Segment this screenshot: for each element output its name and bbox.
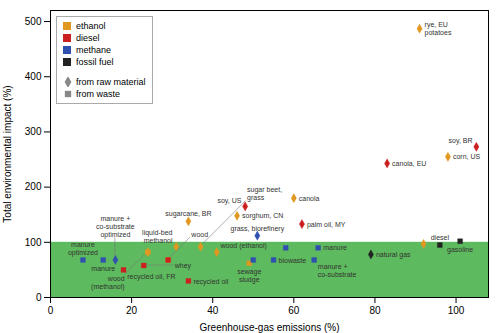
svg-text:0: 0	[36, 292, 42, 303]
svg-text:20: 20	[126, 305, 138, 316]
svg-text:canola: canola	[299, 195, 320, 202]
html-text:methane: methane	[76, 45, 111, 55]
svg-text:Greenhouse-gas emissions (%): Greenhouse-gas emissions (%)	[199, 322, 339, 333]
svg-text:natural gas: natural gas	[376, 251, 411, 259]
svg-text:Total environmental impact (%): Total environmental impact (%)	[2, 85, 13, 222]
svg-text:400: 400	[25, 71, 42, 82]
html-text:diesel: diesel	[76, 33, 100, 43]
svg-text:wood: wood	[190, 231, 208, 238]
svg-text:grass, biorefinery: grass, biorefinery	[230, 225, 284, 233]
svg-text:recycled oil: recycled oil	[193, 278, 228, 286]
svg-text:sorghum, CN: sorghum, CN	[242, 212, 283, 220]
svg-text:manure: manure	[91, 265, 115, 272]
html-text:from raw material: from raw material	[76, 77, 146, 87]
svg-text:soy, BR: soy, BR	[449, 137, 473, 145]
svg-text:corn, US: corn, US	[453, 153, 481, 160]
svg-text:whey: whey	[174, 262, 192, 270]
svg-text:0: 0	[48, 305, 54, 316]
svg-text:300: 300	[25, 126, 42, 137]
svg-text:gasoline: gasoline	[447, 246, 473, 254]
svg-text:manure +co-substrateoptimized: manure +co-substrateoptimized	[96, 215, 135, 239]
svg-text:biowaste: biowaste	[279, 257, 307, 264]
svg-text:wood(methanol): wood(methanol)	[91, 275, 125, 291]
svg-text:recycled oil, FR: recycled oil, FR	[127, 273, 175, 281]
svg-text:diesel: diesel	[431, 234, 450, 241]
svg-text:sugarcane, BR: sugarcane, BR	[165, 210, 211, 218]
svg-text:rye, EUpotatoes: rye, EUpotatoes	[425, 21, 452, 37]
svg-text:40: 40	[207, 305, 219, 316]
svg-text:60: 60	[288, 305, 300, 316]
svg-text:100: 100	[25, 237, 42, 248]
svg-text:80: 80	[369, 305, 381, 316]
svg-text:manure: manure	[323, 244, 347, 251]
svg-text:100: 100	[448, 305, 465, 316]
svg-text:soy, US: soy, US	[217, 197, 241, 205]
svg-text:sugar beet,grass: sugar beet,grass	[247, 186, 282, 202]
html-text:fossil fuel: fossil fuel	[76, 57, 114, 67]
svg-text:manure +co-substrate: manure +co-substrate	[318, 263, 357, 278]
svg-text:200: 200	[25, 181, 42, 192]
svg-text:liquid-bedmethanol: liquid-bedmethanol	[142, 229, 173, 244]
html-text:from waste: from waste	[76, 89, 120, 99]
html-text:ethanol: ethanol	[76, 21, 106, 31]
svg-text:500: 500	[25, 16, 42, 27]
svg-text:canola, EU: canola, EU	[392, 160, 426, 167]
svg-text:wood (ethanol): wood (ethanol)	[220, 242, 267, 250]
svg-text:sewagesludge: sewagesludge	[237, 268, 261, 284]
svg-text:manureoptimized: manureoptimized	[68, 241, 98, 257]
svg-text:palm oil, MY: palm oil, MY	[307, 221, 346, 229]
